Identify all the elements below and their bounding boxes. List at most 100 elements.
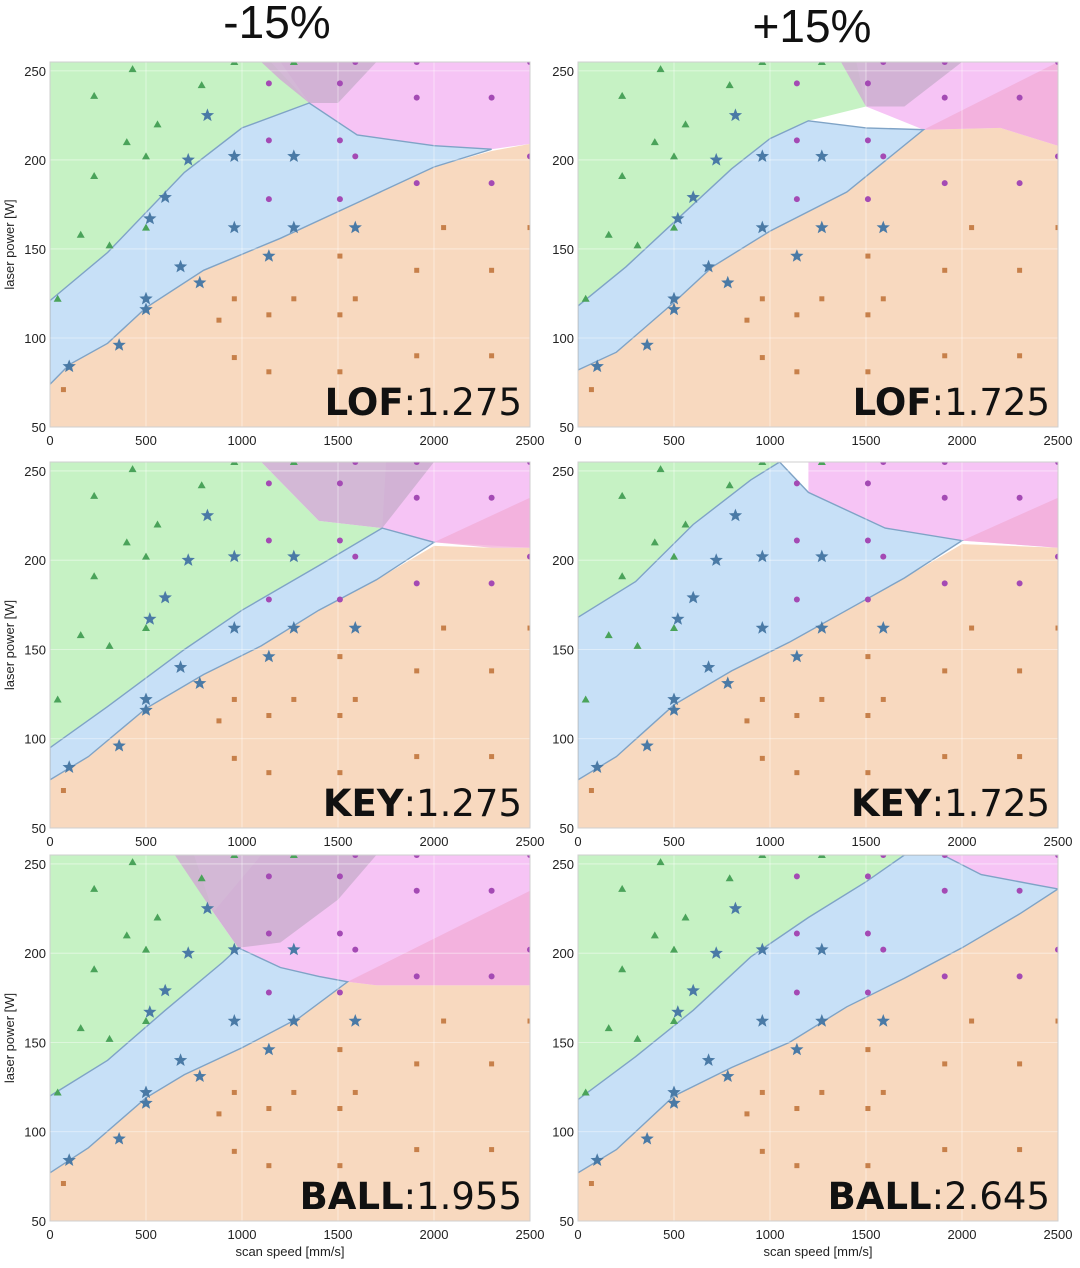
panel-label-name: KEY: [323, 782, 405, 825]
circle-marker: [527, 553, 530, 560]
region-keyhole: [50, 947, 348, 1173]
x-tick-label: 2500: [1044, 1227, 1073, 1242]
triangle-marker: [681, 520, 690, 528]
triangle-marker: [90, 491, 99, 499]
circle-marker: [1016, 94, 1023, 101]
star-marker: [671, 1005, 685, 1018]
triangle-marker: [725, 481, 734, 489]
triangle-marker: [725, 874, 734, 882]
region-lack-of-fusion: [50, 855, 239, 1096]
y-tick-label: 50: [560, 420, 574, 435]
star-marker: [139, 1085, 153, 1099]
square-marker: [414, 267, 420, 273]
triangle-marker: [142, 552, 150, 560]
square-marker: [216, 317, 222, 323]
star-marker: [173, 259, 188, 273]
circle-marker: [864, 596, 871, 603]
circle-marker: [793, 80, 800, 87]
triangle-marker: [681, 913, 690, 921]
square-marker: [216, 1111, 222, 1117]
square-marker: [489, 353, 495, 359]
triangle-marker: [817, 855, 826, 858]
region-conduction: [578, 544, 1058, 828]
circle-marker: [488, 94, 495, 101]
square-marker: [291, 696, 297, 702]
triangle-marker: [650, 138, 659, 146]
circle-marker: [352, 855, 359, 858]
square-marker: [759, 355, 765, 361]
x-tick-label: 2500: [1044, 834, 1073, 849]
star-marker: [701, 1053, 716, 1066]
triangle-marker: [581, 1088, 590, 1096]
star-marker: [728, 108, 743, 122]
panel-label-name: BALL: [828, 1175, 932, 1218]
square-marker: [942, 1061, 948, 1067]
circle-marker: [336, 137, 343, 144]
x-tick-label: 2000: [420, 433, 449, 448]
star-marker: [709, 553, 723, 566]
star-marker: [227, 149, 241, 162]
x-tick-label: 2000: [420, 834, 449, 849]
region-overlap: [174, 855, 377, 948]
circle-marker: [793, 480, 800, 487]
triangle-marker: [105, 641, 114, 649]
triangle-marker: [758, 462, 767, 465]
square-marker: [414, 1147, 420, 1153]
circle-marker: [413, 462, 420, 465]
square-marker: [527, 625, 530, 631]
circle-marker: [527, 855, 530, 858]
square-marker: [865, 369, 871, 375]
star-marker: [671, 612, 685, 625]
star-marker: [590, 359, 604, 373]
square-marker: [819, 696, 825, 702]
triangle-marker: [758, 62, 767, 65]
triangle-marker: [670, 1017, 678, 1025]
x-tick-label: 1500: [324, 433, 353, 448]
x-tick-label: 0: [574, 1227, 581, 1242]
column-header-plus: +15%: [753, 0, 872, 52]
circle-marker: [793, 989, 800, 996]
square-marker: [414, 353, 420, 359]
x-tick-label: 0: [574, 834, 581, 849]
square-marker: [794, 770, 800, 776]
circle-marker: [880, 62, 887, 65]
circle-marker: [352, 462, 359, 465]
star-marker: [158, 983, 172, 997]
circle-marker: [1016, 180, 1023, 187]
y-axis-label: laser power [W]: [2, 199, 17, 289]
circle-marker: [864, 930, 871, 937]
x-tick-label: 2500: [516, 834, 545, 849]
circle-marker: [413, 973, 420, 980]
x-tick-label: 2000: [948, 433, 977, 448]
circle-marker: [1055, 153, 1058, 160]
y-tick-label: 100: [552, 732, 574, 747]
triangle-marker: [604, 230, 613, 238]
y-tick-label: 150: [552, 1035, 574, 1050]
square-marker: [337, 312, 343, 318]
triangle-marker: [670, 552, 678, 560]
triangle-marker: [289, 855, 298, 858]
star-marker: [728, 901, 743, 915]
star-marker: [590, 1153, 604, 1166]
star-marker: [62, 1153, 76, 1166]
square-marker: [865, 1163, 871, 1169]
square-marker: [794, 369, 800, 375]
star-marker: [139, 1096, 153, 1109]
y-tick-label: 50: [32, 1214, 46, 1229]
circle-marker: [413, 94, 420, 101]
square-marker: [414, 1061, 420, 1067]
star-marker: [287, 621, 301, 634]
square-marker: [60, 1181, 66, 1187]
star-marker: [287, 1014, 301, 1027]
circle-marker: [864, 480, 871, 487]
triangle-marker: [670, 624, 678, 632]
star-marker: [876, 220, 890, 234]
square-marker: [880, 1089, 886, 1095]
square-marker: [759, 755, 765, 761]
triangle-marker: [142, 624, 150, 632]
column-header-minus: -15%: [223, 0, 330, 48]
circle-marker: [265, 596, 272, 603]
